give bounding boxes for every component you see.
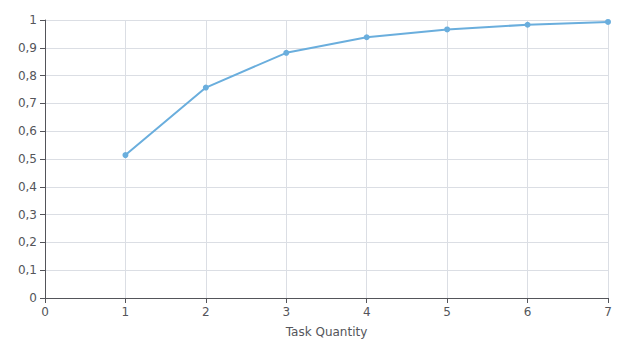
- svg-text:0: 0: [29, 291, 37, 305]
- svg-text:5: 5: [443, 305, 451, 319]
- svg-text:0: 0: [41, 305, 49, 319]
- svg-text:0,3: 0,3: [18, 208, 37, 222]
- svg-text:0,8: 0,8: [18, 69, 37, 83]
- svg-text:4: 4: [363, 305, 371, 319]
- svg-text:7: 7: [604, 305, 612, 319]
- svg-text:Task Quantity: Task Quantity: [285, 325, 368, 339]
- svg-text:0,1: 0,1: [18, 263, 37, 277]
- svg-text:1: 1: [29, 13, 37, 27]
- svg-text:2: 2: [202, 305, 210, 319]
- svg-text:0,6: 0,6: [18, 124, 37, 138]
- svg-text:0,4: 0,4: [18, 180, 37, 194]
- svg-text:3: 3: [282, 305, 290, 319]
- svg-text:0,2: 0,2: [18, 235, 37, 249]
- svg-text:0,7: 0,7: [18, 96, 37, 110]
- svg-text:6: 6: [524, 305, 532, 319]
- svg-text:0,9: 0,9: [18, 41, 37, 55]
- svg-text:1: 1: [122, 305, 130, 319]
- svg-text:0,5: 0,5: [18, 152, 37, 166]
